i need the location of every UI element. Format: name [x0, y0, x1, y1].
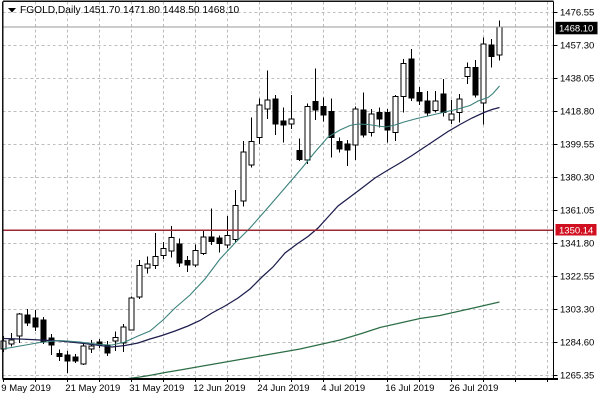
svg-text:1468.10: 1468.10 — [559, 23, 593, 34]
svg-text:1399.55: 1399.55 — [560, 140, 594, 151]
svg-text:1350.14: 1350.14 — [559, 226, 593, 237]
svg-text:4 Jul 2019: 4 Jul 2019 — [321, 383, 365, 394]
svg-text:1265.35: 1265.35 — [560, 371, 594, 382]
svg-text:9 May 2019: 9 May 2019 — [1, 383, 51, 394]
svg-text:24 Jun 2019: 24 Jun 2019 — [257, 383, 309, 394]
svg-text:26 Jul 2019: 26 Jul 2019 — [449, 383, 498, 394]
svg-text:16 Jul 2019: 16 Jul 2019 — [385, 383, 434, 394]
svg-text:FGOLD,Daily 1451.70 1471.80 1: FGOLD,Daily 1451.70 1471.80 1448.50 1468… — [20, 5, 240, 16]
svg-text:12 Jun 2019: 12 Jun 2019 — [193, 383, 245, 394]
svg-text:1457.30: 1457.30 — [560, 41, 594, 52]
svg-text:1438.05: 1438.05 — [560, 74, 594, 85]
svg-text:1476.55: 1476.55 — [560, 8, 594, 19]
svg-text:21 May 2019: 21 May 2019 — [65, 383, 120, 394]
svg-text:1284.60: 1284.60 — [560, 338, 594, 349]
svg-text:1303.30: 1303.30 — [560, 305, 594, 316]
svg-text:1322.55: 1322.55 — [560, 272, 594, 283]
svg-text:1380.30: 1380.30 — [560, 173, 594, 184]
svg-text:1418.80: 1418.80 — [560, 107, 594, 118]
svg-text:1341.80: 1341.80 — [560, 239, 594, 250]
svg-text:31 May 2019: 31 May 2019 — [129, 383, 184, 394]
svg-text:1361.05: 1361.05 — [560, 206, 594, 217]
